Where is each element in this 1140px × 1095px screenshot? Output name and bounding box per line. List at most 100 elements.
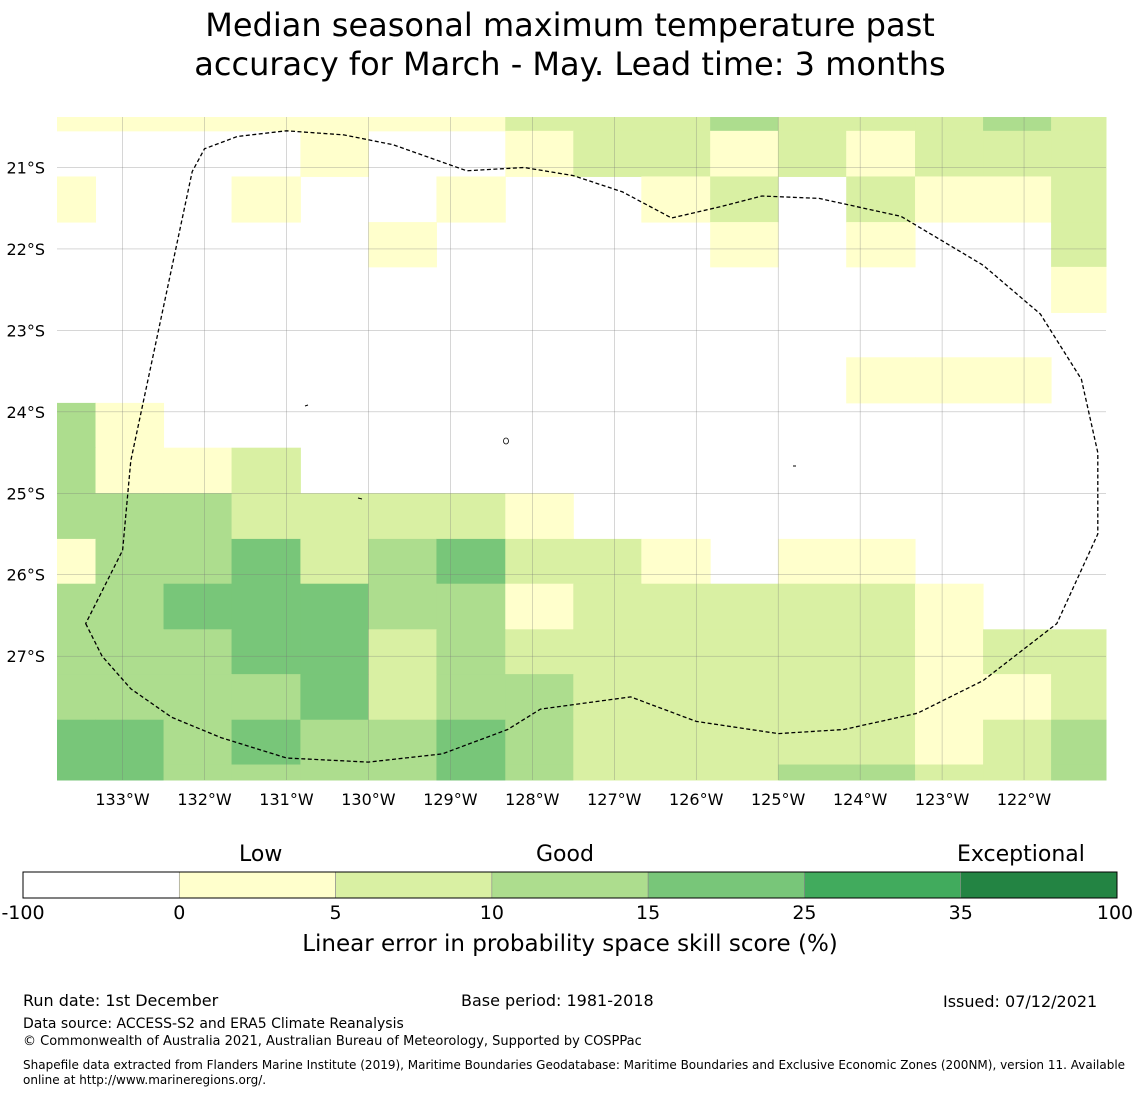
grid-cell	[163, 493, 233, 540]
eez-boundary	[84, 130, 1099, 763]
grid-cell	[231, 447, 301, 494]
grid-cell	[368, 493, 437, 540]
run-date: Run date: 1st December	[23, 991, 219, 1010]
grid-cell	[436, 583, 506, 630]
grid-cell	[915, 176, 984, 223]
colorbar-swatch	[178, 871, 336, 899]
grid-cell	[983, 357, 1052, 404]
grid-cell	[163, 719, 233, 766]
lat-tick-label: 21°S	[6, 158, 45, 177]
grid-cell	[95, 629, 165, 675]
grid-cell	[641, 719, 711, 766]
grid-cell	[57, 402, 97, 449]
lon-tick-label: 124°W	[833, 790, 888, 809]
grid-cell	[436, 764, 506, 781]
colorbar-tick-label: 10	[479, 902, 504, 924]
grid-cell	[505, 719, 574, 766]
grid-cell	[300, 130, 369, 177]
grid-cell	[300, 493, 369, 540]
grid-cell	[710, 176, 779, 223]
grid-cell	[641, 117, 711, 132]
grid-cell	[846, 176, 916, 223]
grid-cell	[915, 583, 984, 630]
grid-cell	[846, 719, 916, 766]
grid-cell	[57, 447, 97, 494]
grid-cell	[778, 764, 847, 781]
lat-tick-label: 25°S	[6, 484, 45, 503]
grid-cell	[57, 674, 97, 721]
grid-cell	[368, 674, 437, 721]
grid-cell	[846, 674, 916, 721]
grid-cell	[57, 719, 97, 766]
grid-cell	[641, 176, 711, 223]
grid-cell	[231, 674, 301, 721]
grid-cell	[778, 538, 847, 585]
colorbar-swatch	[22, 871, 180, 899]
lon-tick-label: 126°W	[669, 790, 724, 809]
colorbar-swatch	[647, 871, 805, 899]
grid-cell	[163, 674, 233, 721]
shapefile-credit: Shapefile data extracted from Flanders M…	[23, 1058, 1126, 1087]
grid-cell	[57, 493, 97, 540]
grid-cell	[505, 117, 574, 132]
grid-cell	[710, 674, 779, 721]
grid-cell	[983, 674, 1052, 721]
grid-cell	[710, 222, 779, 268]
latitude-axis: 21°S 22°S 23°S 24°S 25°S 26°S 27°S	[6, 158, 45, 666]
grid-cell	[710, 117, 779, 132]
lon-tick-label: 133°W	[95, 790, 150, 809]
grid-cell	[983, 176, 1052, 223]
grid-cell	[436, 117, 506, 132]
island-mark	[357, 497, 363, 500]
island-mark	[503, 437, 509, 445]
lon-tick-label: 132°W	[177, 790, 232, 809]
lat-tick-label: 23°S	[6, 321, 45, 340]
grid-cell	[983, 719, 1052, 766]
grid-cell	[846, 222, 916, 268]
grid-cell	[57, 583, 97, 630]
grid-cell	[163, 583, 233, 630]
grid-cell	[641, 583, 711, 630]
eez-boundary-line	[84, 130, 1099, 763]
lon-tick-label: 130°W	[341, 790, 396, 809]
grid-cell	[436, 674, 506, 721]
grid-cell	[915, 629, 984, 675]
grid-cell	[95, 493, 165, 540]
grid-cell	[163, 764, 233, 781]
grid-cell	[573, 719, 642, 766]
grid-cell	[95, 719, 165, 766]
grid-cell	[1051, 719, 1107, 766]
grid-cell	[368, 719, 437, 766]
issued-date: Issued: 07/12/2021	[943, 992, 1098, 1011]
colorbar-swatch	[335, 871, 493, 899]
grid-cell	[1051, 222, 1107, 268]
grid-cell	[846, 357, 916, 404]
colorbar-tick-label: 100	[1096, 902, 1134, 924]
grid-cell	[436, 538, 506, 585]
colorbar-category-exceptional: Exceptional	[957, 842, 1085, 867]
base-period: Base period: 1981-2018	[461, 991, 654, 1010]
grid-cell	[95, 117, 165, 132]
grid-cell	[846, 583, 916, 630]
grid-cell	[436, 176, 506, 223]
map-title-line2: accuracy for March - May. Lead time: 3 m…	[194, 45, 946, 83]
grid-cell	[95, 674, 165, 721]
grid-cell	[368, 222, 437, 268]
grid-cell	[915, 764, 984, 781]
grid-cell	[57, 629, 97, 675]
grid-cell	[915, 130, 984, 177]
grid-cell	[573, 117, 642, 132]
grid-cell	[505, 674, 574, 721]
lon-tick-label: 123°W	[915, 790, 970, 809]
colorbar-axis-label: Linear error in probability space skill …	[302, 931, 838, 957]
grid-cell	[436, 719, 506, 766]
grid-cell	[368, 764, 437, 781]
lon-tick-label: 129°W	[423, 790, 478, 809]
grid-cell	[300, 764, 369, 781]
lat-tick-label: 24°S	[6, 403, 45, 422]
grid-cell	[163, 538, 233, 585]
grid-cell	[231, 719, 301, 766]
grid-cell	[778, 117, 847, 132]
colorbar-frame	[22, 871, 1118, 899]
grid-cell	[505, 629, 574, 675]
